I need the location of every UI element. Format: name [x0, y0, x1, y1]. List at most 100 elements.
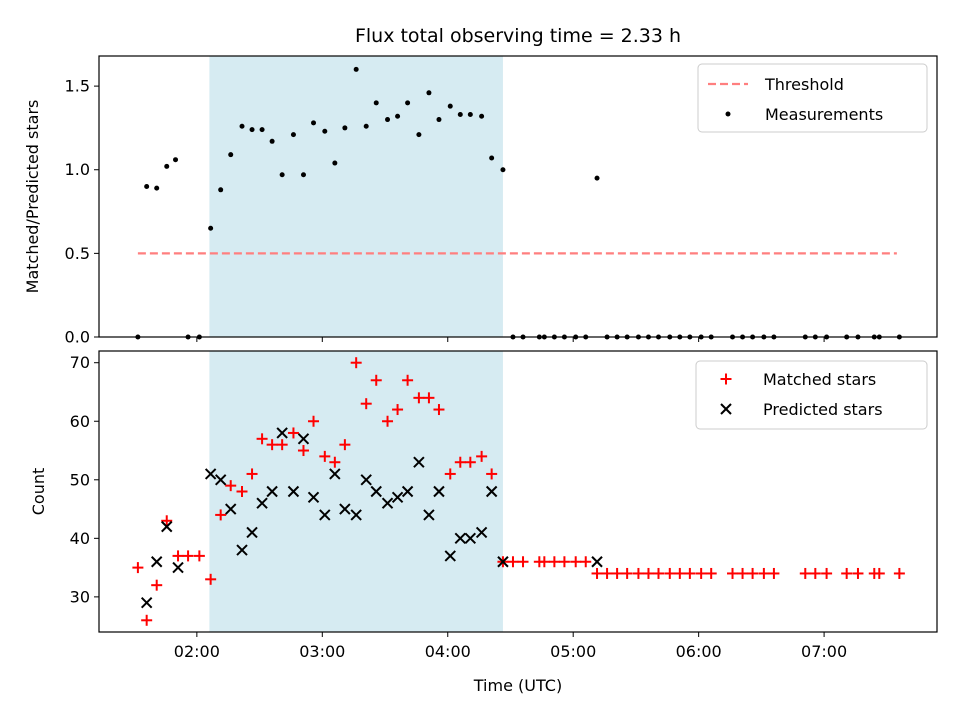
measurement-point — [300, 172, 306, 178]
ratio-legend-box — [697, 63, 928, 133]
predicted-star-point — [350, 509, 362, 521]
counts-panel-frame — [98, 350, 938, 633]
measurement-point — [249, 127, 255, 133]
matched-star-point — [664, 567, 676, 579]
matched-star-point — [402, 374, 414, 386]
legend-matched-label: Matched stars — [763, 370, 876, 389]
predicted-star-point — [391, 491, 404, 504]
counts-y-ticks: 30 40 50 60 70 — [70, 353, 99, 606]
matched-star-point — [287, 427, 299, 439]
predicted-star-point — [225, 503, 237, 515]
matched-star-point — [266, 439, 278, 451]
matched-star-point — [182, 550, 194, 562]
matched-star-point — [236, 486, 248, 497]
counts-y-tick-label: 50 — [70, 470, 90, 489]
legend-x-marker — [720, 403, 732, 415]
matched-star-point — [433, 404, 445, 416]
observing-span-shade-bottom — [209, 351, 503, 632]
matched-star-point — [382, 415, 394, 427]
matched-star-point — [360, 398, 372, 410]
measurement-point — [457, 112, 463, 118]
predicted-star-point — [319, 509, 331, 521]
matched-star-point — [454, 456, 466, 468]
predicted-star-point — [485, 485, 498, 498]
predicted-star-point — [214, 474, 227, 486]
matched-star-point — [339, 439, 351, 451]
matched-star-point — [821, 567, 833, 579]
measurement-point — [173, 157, 179, 163]
predicted-star-point — [413, 456, 425, 468]
matched-star-point — [517, 556, 529, 568]
matched-star-point — [747, 567, 759, 579]
matched-star-point — [758, 567, 770, 579]
counts-x-tick-label: 03:00 — [299, 642, 345, 661]
counts-y-tick-label: 70 — [70, 353, 90, 372]
predicted-stars-points — [140, 427, 603, 609]
predicted-star-point — [276, 427, 288, 439]
measurement-point — [269, 138, 275, 144]
matched-star-point — [591, 567, 603, 579]
legend-measurements-swatch — [725, 111, 731, 117]
predicted-star-point — [329, 468, 341, 480]
matched-star-point — [392, 404, 404, 416]
measurement-point — [385, 117, 391, 123]
measurement-point — [489, 155, 495, 161]
predicted-star-point — [475, 526, 488, 539]
predicted-star-point — [370, 485, 382, 498]
matched-star-point — [548, 556, 560, 568]
matched-star-point — [893, 567, 905, 579]
matched-star-point — [225, 480, 237, 492]
legend-threshold-label: Threshold — [764, 75, 844, 94]
matched-star-point — [799, 567, 811, 579]
counts-x-tick-label: 02:00 — [174, 642, 220, 661]
predicted-star-point — [444, 550, 456, 562]
predicted-star-point — [464, 532, 477, 545]
ratio-x-ticks — [196, 337, 825, 342]
predicted-star-point — [246, 526, 258, 539]
counts-x-ticks: 02:00 03:00 04:00 05:00 06:00 07:00 — [174, 632, 847, 661]
counts-y-tick-label: 30 — [70, 587, 90, 606]
matched-star-point — [161, 515, 173, 527]
matched-star-point — [132, 562, 144, 574]
ratio-y-tick-label: 1.5 — [65, 77, 90, 96]
measurement-point — [426, 90, 432, 96]
matched-star-point — [705, 567, 717, 579]
matched-star-point — [507, 556, 519, 568]
counts-x-tick-label: 05:00 — [550, 642, 596, 661]
measurement-point — [332, 160, 338, 166]
matched-star-point — [642, 567, 654, 579]
measurement-point — [311, 120, 317, 126]
matched-star-point — [215, 509, 227, 521]
matched-star-point — [674, 567, 686, 579]
measurement-point — [164, 163, 170, 169]
matched-star-point — [621, 567, 633, 579]
predicted-star-point — [140, 597, 153, 609]
counts-x-tick-label: 07:00 — [801, 642, 847, 661]
counts-legend: Matched stars Predicted stars — [695, 360, 928, 430]
x-axis-label: Time (UTC) — [473, 676, 562, 695]
measurement-point — [395, 113, 401, 119]
measurement-point — [405, 100, 411, 106]
predicted-star-point — [591, 556, 603, 568]
counts-y-tick-label: 40 — [70, 529, 90, 548]
predicted-star-point — [381, 497, 394, 509]
legend-matched-swatch — [720, 373, 732, 385]
counts-x-tick-label: 04:00 — [425, 642, 471, 661]
legend-predicted-label: Predicted stars — [763, 400, 883, 419]
counts-y-tick-label: 60 — [70, 412, 90, 431]
matched-star-point — [684, 567, 696, 579]
matched-star-point — [370, 374, 382, 386]
matched-star-point — [308, 415, 320, 427]
matched-star-point — [151, 579, 163, 591]
predicted-star-point — [297, 433, 310, 445]
ratio-y-tick-label: 0.0 — [65, 328, 90, 347]
predicted-star-point — [360, 474, 372, 486]
matched-star-point — [809, 567, 821, 579]
matched-star-point — [413, 392, 425, 404]
measurement-point — [154, 185, 160, 191]
counts-legend-box — [695, 360, 928, 430]
legend-plus-marker — [720, 373, 732, 385]
measurement-point — [363, 123, 369, 129]
matched-star-point — [632, 567, 644, 579]
